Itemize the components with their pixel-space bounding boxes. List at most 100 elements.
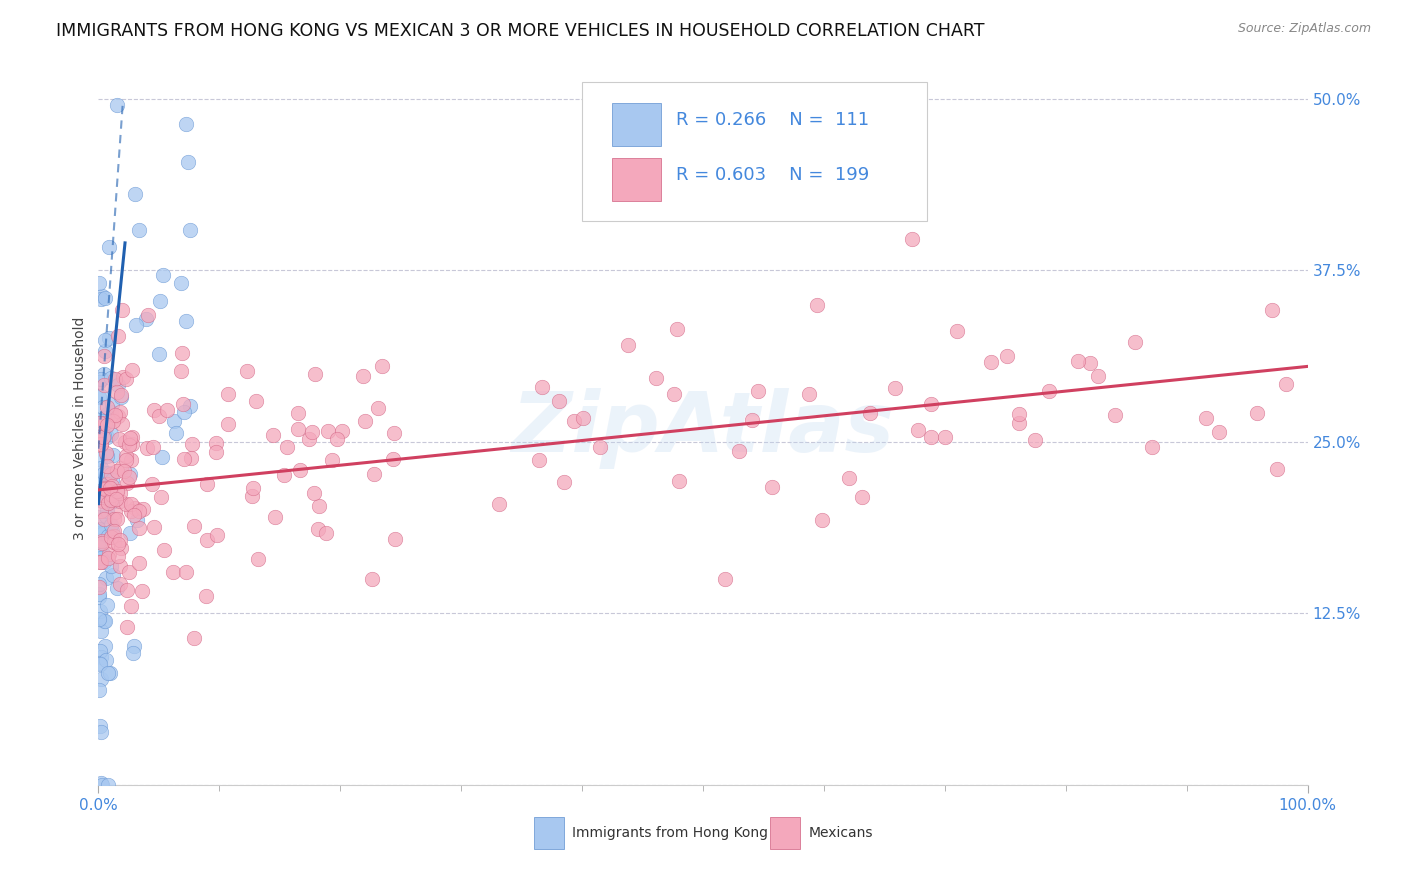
- Point: [205, 445, 228, 459]
- Point: [89, 526, 111, 541]
- Point: [125, 318, 148, 333]
- Point: [93, 482, 115, 496]
- Point: [101, 488, 124, 502]
- Point: [183, 631, 205, 645]
- Point: [205, 436, 228, 450]
- Point: [1195, 410, 1218, 425]
- Point: [104, 505, 127, 519]
- Point: [87, 523, 110, 537]
- Point: [195, 476, 218, 491]
- Text: R = 0.266    N =  111: R = 0.266 N = 111: [676, 111, 869, 128]
- Point: [548, 393, 571, 408]
- Point: [93, 367, 115, 381]
- Point: [273, 468, 295, 483]
- Point: [1087, 369, 1109, 384]
- Point: [96, 504, 118, 518]
- Point: [94, 416, 117, 430]
- Point: [90, 461, 112, 475]
- Point: [89, 413, 111, 427]
- Point: [118, 438, 141, 452]
- Point: [107, 537, 129, 551]
- Point: [110, 388, 132, 402]
- Point: [128, 521, 150, 535]
- Point: [907, 424, 929, 438]
- Text: Mexicans: Mexicans: [808, 826, 873, 839]
- Point: [205, 528, 228, 542]
- Point: [97, 496, 120, 510]
- Point: [714, 572, 737, 586]
- Point: [995, 349, 1018, 363]
- Point: [91, 488, 114, 502]
- Point: [120, 453, 142, 467]
- Point: [89, 644, 111, 658]
- Point: [901, 232, 924, 246]
- Point: [920, 397, 942, 411]
- Point: [105, 384, 128, 399]
- Text: IMMIGRANTS FROM HONG KONG VS MEXICAN 3 OR MORE VEHICLES IN HOUSEHOLD CORRELATION: IMMIGRANTS FROM HONG KONG VS MEXICAN 3 O…: [56, 22, 984, 40]
- Point: [107, 409, 129, 424]
- Point: [142, 403, 165, 417]
- Point: [87, 587, 110, 601]
- Point: [105, 512, 128, 526]
- Point: [89, 719, 111, 733]
- Point: [93, 547, 115, 561]
- Point: [728, 444, 751, 458]
- Point: [91, 400, 114, 414]
- Point: [181, 437, 204, 451]
- Point: [90, 534, 112, 549]
- Point: [108, 432, 131, 446]
- Point: [97, 665, 120, 680]
- Point: [91, 428, 114, 442]
- Point: [124, 639, 146, 653]
- Point: [101, 568, 124, 582]
- Point: [94, 639, 117, 653]
- Point: [101, 473, 124, 487]
- Point: [170, 364, 193, 378]
- Point: [96, 449, 118, 463]
- Point: [91, 536, 114, 550]
- Point: [89, 388, 111, 402]
- Point: [121, 437, 143, 451]
- Point: [121, 363, 143, 377]
- Point: [124, 501, 146, 516]
- Point: [111, 302, 134, 317]
- Point: [118, 470, 141, 484]
- Point: [100, 492, 122, 507]
- Point: [100, 370, 122, 384]
- Point: [382, 452, 405, 467]
- Point: [179, 399, 201, 413]
- Point: [240, 489, 263, 503]
- Point: [87, 612, 110, 626]
- Point: [316, 425, 339, 439]
- Point: [1246, 406, 1268, 420]
- Point: [89, 657, 111, 672]
- Point: [120, 599, 142, 614]
- Point: [859, 407, 882, 421]
- Point: [91, 494, 114, 508]
- Point: [94, 653, 117, 667]
- Point: [666, 321, 689, 335]
- Point: [117, 565, 139, 579]
- Point: [325, 432, 347, 446]
- Point: [529, 453, 551, 467]
- Point: [173, 405, 195, 419]
- Point: [87, 577, 110, 591]
- Point: [142, 520, 165, 534]
- Point: [91, 526, 114, 541]
- Point: [797, 387, 820, 401]
- Point: [217, 387, 239, 401]
- Point: [307, 522, 329, 536]
- Point: [115, 498, 138, 512]
- Point: [87, 683, 110, 698]
- Point: [298, 432, 321, 446]
- Point: [101, 414, 124, 428]
- Point: [90, 555, 112, 569]
- Point: [315, 526, 337, 541]
- Point: [87, 581, 110, 595]
- Point: [920, 429, 942, 443]
- Point: [363, 467, 385, 482]
- Point: [90, 649, 112, 664]
- Point: [89, 590, 111, 604]
- Point: [94, 411, 117, 425]
- Point: [153, 543, 176, 558]
